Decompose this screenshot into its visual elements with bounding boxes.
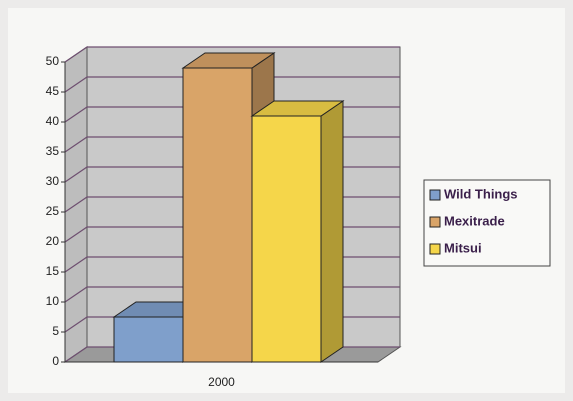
grid-line [64, 76, 88, 93]
legend-label: Wild Things [444, 186, 518, 201]
y-tick-label: 45 [46, 84, 60, 98]
grid-line [64, 196, 88, 213]
grid-line [64, 346, 88, 363]
bar [251, 115, 322, 363]
bar [182, 67, 253, 363]
y-tick-label: 15 [46, 264, 60, 278]
grid-line [64, 166, 88, 183]
y-tick-label: 25 [46, 204, 60, 218]
legend-box [423, 179, 551, 267]
grid-line [64, 106, 88, 123]
y-tick-label: 35 [46, 144, 60, 158]
y-tick-label: 5 [52, 324, 59, 338]
grid-line [64, 226, 88, 243]
legend-swatch [429, 189, 441, 201]
grid-line [64, 256, 88, 273]
bar-side [320, 100, 344, 363]
legend-swatch [429, 243, 441, 255]
grid-line [64, 286, 88, 303]
y-tick-label: 30 [46, 174, 60, 188]
grid-line [64, 136, 88, 153]
bar [113, 316, 184, 363]
legend-label: Mexitrade [444, 213, 505, 228]
x-tick-label: 2000 [208, 375, 235, 389]
y-tick-label: 10 [46, 294, 60, 308]
y-tick-label: 0 [52, 354, 59, 368]
legend-label: Mitsui [444, 240, 482, 255]
grid-line [64, 316, 88, 333]
legend-swatch [429, 216, 441, 228]
y-tick-label: 40 [46, 114, 60, 128]
grid-line [64, 46, 88, 63]
y-tick-label: 50 [46, 54, 60, 68]
y-tick-label: 20 [46, 234, 60, 248]
